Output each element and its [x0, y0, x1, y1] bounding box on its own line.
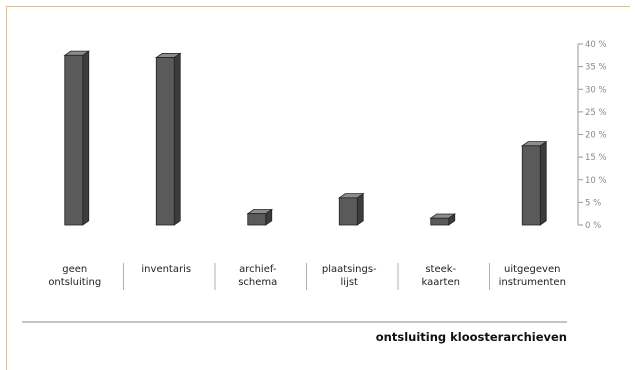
bar-2 [154, 52, 182, 226]
category-label-line: archief- [239, 264, 277, 275]
category-label: archief-schema [238, 264, 277, 288]
category-label-line: steek- [425, 264, 456, 275]
bar-front [430, 217, 450, 226]
bar-front [521, 145, 541, 226]
category-label-line: plaatsings- [322, 264, 377, 275]
bar-5 [429, 213, 457, 226]
y-tick-label: 25 % [585, 108, 607, 118]
bar-3 [246, 208, 274, 226]
category-label-line: uitgegeven [504, 264, 560, 275]
y-tick-label: 10 % [585, 176, 607, 186]
category-label: steek-kaarten [422, 264, 460, 288]
bar-side [539, 140, 547, 226]
y-tick-label: 0 % [585, 221, 601, 231]
category-label-line: inventaris [141, 264, 191, 275]
category-label-line: schema [238, 277, 277, 288]
y-tick-label: 40 % [585, 40, 607, 50]
bar-6 [520, 140, 548, 226]
bar-side [173, 52, 181, 226]
y-tick-label: 35 % [585, 63, 607, 73]
category-label: plaatsings-lijst [322, 264, 377, 288]
category-label: inventaris [141, 264, 191, 275]
bar-4 [337, 192, 365, 226]
bar-front [64, 54, 84, 226]
category-labels: geen ontsluiting inventaris archief-schema p… [48, 263, 566, 290]
bar-front [247, 213, 267, 226]
chart-title: ontsluiting kloosterarchieven [376, 330, 567, 344]
bars-group [63, 50, 548, 226]
bar-front [155, 57, 175, 226]
category-label-line: ontsluiting [48, 277, 101, 288]
bar-front [338, 197, 358, 226]
bar-side [82, 50, 90, 226]
y-tick-label: 20 % [585, 131, 607, 141]
category-label-line: geen [62, 264, 87, 275]
category-label-line: kaarten [422, 277, 460, 288]
category-label-line: instrumenten [499, 277, 566, 288]
y-tick-label: 30 % [585, 85, 607, 95]
category-label: uitgegeven instrumenten [499, 264, 566, 288]
bar-1 [63, 50, 91, 226]
bar-side [356, 192, 364, 226]
category-label: geen ontsluiting [48, 264, 101, 288]
y-tick-label: 5 % [585, 198, 601, 208]
y-tick-label: 15 % [585, 153, 607, 163]
y-axis: 0 % 5 % 10 % 15 % 20 % 25 % 30 % 35 % 40 % [577, 40, 607, 231]
category-label-line: lijst [341, 277, 359, 288]
